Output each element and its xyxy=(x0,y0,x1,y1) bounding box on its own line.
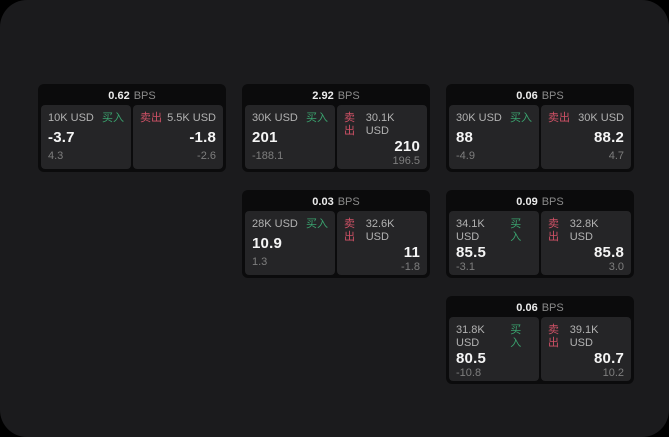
buy-size: 34.1K USD xyxy=(456,218,485,243)
sell-side-label: 卖出 xyxy=(548,112,570,124)
bps-unit-label: BPS xyxy=(541,302,564,314)
buy-side-label: 买入 xyxy=(306,218,328,230)
buy-panel[interactable]: 31.8K USD 买入 80.5 -10.8 xyxy=(449,317,539,381)
buy-panel[interactable]: 28K USD 买入 10.9 1.3 xyxy=(245,211,335,275)
buy-sub-value: -3.1 xyxy=(456,261,475,273)
sell-side-label: 卖出 xyxy=(548,324,559,349)
bps-unit-label: BPS xyxy=(337,90,360,102)
spread-value: 0.62 xyxy=(108,90,130,102)
sell-price: 210 xyxy=(394,138,420,155)
sell-sub-value: -1.8 xyxy=(401,261,420,273)
buy-sub-value: 1.3 xyxy=(252,256,268,268)
spread-header: 0.06 BPS xyxy=(449,299,631,317)
buy-size: 10K USD xyxy=(48,112,94,124)
buy-sub-value: 4.3 xyxy=(48,150,64,162)
sell-sub-value: 3.0 xyxy=(608,261,624,273)
sell-size: 32.8K USD xyxy=(569,218,599,243)
spread-value: 0.09 xyxy=(516,196,538,208)
sell-size: 32.6K USD xyxy=(365,218,395,243)
sell-panel[interactable]: 卖出 32.6K USD 11 -1.8 xyxy=(337,211,427,275)
buy-side-label: 买入 xyxy=(102,112,124,124)
buy-panel[interactable]: 34.1K USD 买入 85.5 -3.1 xyxy=(449,211,539,275)
buy-side-label: 买入 xyxy=(510,324,522,349)
bps-unit-label: BPS xyxy=(133,90,156,102)
sell-panel[interactable]: 卖出 32.8K USD 85.8 3.0 xyxy=(541,211,631,275)
sell-sub-value: 196.5 xyxy=(392,155,420,167)
sell-size: 30K USD xyxy=(578,112,624,124)
sell-side-label: 卖出 xyxy=(548,218,559,243)
buy-size: 30K USD xyxy=(456,112,502,124)
sell-panel[interactable]: 卖出 5.5K USD -1.8 -2.6 xyxy=(133,105,223,169)
buy-size: 31.8K USD xyxy=(456,324,485,349)
buy-price: 80.5 xyxy=(456,350,486,367)
buy-side-label: 买入 xyxy=(510,218,522,243)
spread-header: 2.92 BPS xyxy=(245,87,427,105)
quote-card: 2.92 BPS 30K USD 买入 201 -188.1 卖出 30.1K … xyxy=(242,84,430,172)
buy-panel[interactable]: 10K USD 买入 -3.7 4.3 xyxy=(41,105,131,169)
bps-unit-label: BPS xyxy=(541,196,564,208)
sell-price: 88.2 xyxy=(594,129,624,146)
spread-header: 0.06 BPS xyxy=(449,87,631,105)
buy-size: 30K USD xyxy=(252,112,298,124)
buy-price: 201 xyxy=(252,129,278,146)
bps-unit-label: BPS xyxy=(541,90,564,102)
sell-sub-value: 4.7 xyxy=(608,150,624,162)
quote-card: 0.06 BPS 30K USD 买入 88 -4.9 卖出 30K USD xyxy=(446,84,634,172)
buy-price: 10.9 xyxy=(252,235,282,252)
buy-size: 28K USD xyxy=(252,218,298,230)
sell-size: 39.1K USD xyxy=(569,324,599,349)
spread-value: 0.06 xyxy=(516,90,538,102)
spread-header: 0.09 BPS xyxy=(449,193,631,211)
buy-panel[interactable]: 30K USD 买入 88 -4.9 xyxy=(449,105,539,169)
spread-header: 0.62 BPS xyxy=(41,87,223,105)
sell-price: 85.8 xyxy=(594,244,624,261)
buy-side-label: 买入 xyxy=(306,112,328,124)
sell-sub-value: -2.6 xyxy=(197,150,216,162)
sell-panel[interactable]: 卖出 30.1K USD 210 196.5 xyxy=(337,105,427,169)
sell-side-label: 卖出 xyxy=(344,218,355,243)
sell-price: 11 xyxy=(403,244,420,261)
spread-value: 0.06 xyxy=(516,302,538,314)
buy-price: 85.5 xyxy=(456,244,486,261)
buy-sub-value: -188.1 xyxy=(252,150,284,162)
buy-panel[interactable]: 30K USD 买入 201 -188.1 xyxy=(245,105,335,169)
buy-price: -3.7 xyxy=(48,129,75,146)
sell-price: -1.8 xyxy=(189,129,216,146)
sell-size: 5.5K USD xyxy=(167,112,216,124)
sell-size: 30.1K USD xyxy=(365,112,395,137)
quote-card-grid: 0.62 BPS 10K USD 买入 -3.7 4.3 卖出 5.5K USD xyxy=(38,84,634,384)
spread-value: 2.92 xyxy=(312,90,334,102)
buy-price: 88 xyxy=(456,129,474,146)
sell-side-label: 卖出 xyxy=(140,112,162,124)
quote-card: 0.62 BPS 10K USD 买入 -3.7 4.3 卖出 5.5K USD xyxy=(38,84,226,172)
buy-sub-value: -10.8 xyxy=(456,367,482,379)
buy-side-label: 买入 xyxy=(510,112,532,124)
sell-side-label: 卖出 xyxy=(344,112,355,137)
sell-panel[interactable]: 卖出 30K USD 88.2 4.7 xyxy=(541,105,631,169)
bps-unit-label: BPS xyxy=(337,196,360,208)
sell-sub-value: 10.2 xyxy=(602,367,624,379)
sell-panel[interactable]: 卖出 39.1K USD 80.7 10.2 xyxy=(541,317,631,381)
quote-card: 0.06 BPS 31.8K USD 买入 80.5 -10.8 卖出 39.1… xyxy=(446,296,634,384)
spread-value: 0.03 xyxy=(312,196,334,208)
quote-card: 0.03 BPS 28K USD 买入 10.9 1.3 卖出 32.6K US… xyxy=(242,190,430,278)
spread-header: 0.03 BPS xyxy=(245,193,427,211)
buy-sub-value: -4.9 xyxy=(456,150,475,162)
sell-price: 80.7 xyxy=(594,350,624,367)
quote-card: 0.09 BPS 34.1K USD 买入 85.5 -3.1 卖出 32.8K… xyxy=(446,190,634,278)
